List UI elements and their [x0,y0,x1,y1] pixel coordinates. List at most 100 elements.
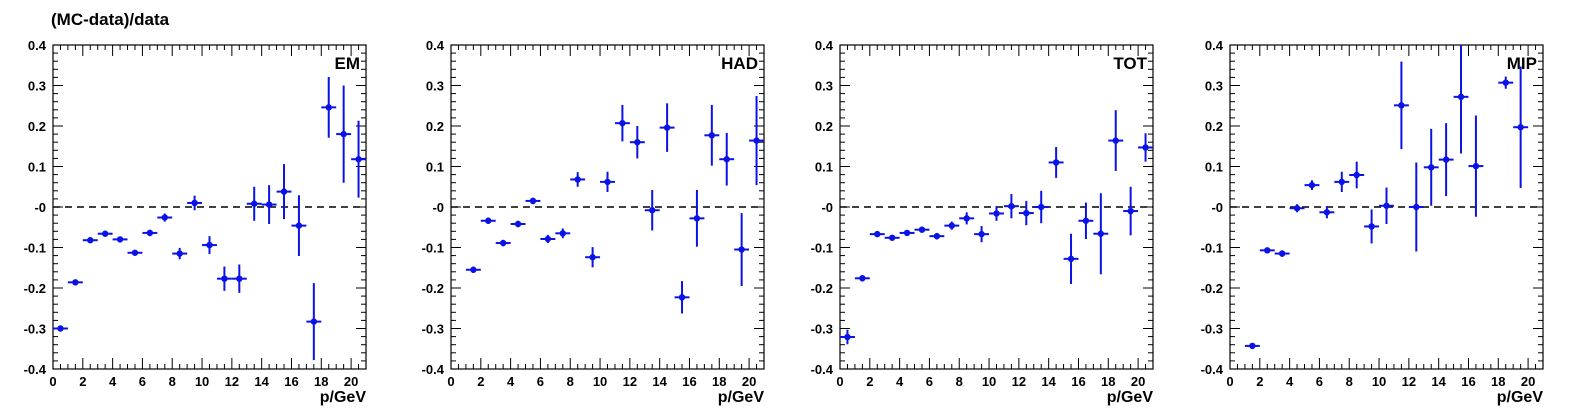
y-tick-label: 0.2 [28,119,46,134]
data-point [570,172,586,187]
data-point [1423,128,1439,206]
x-tick-label: 10 [982,374,996,389]
marker [1323,209,1331,216]
y-tick-label: -0.2 [1201,281,1223,296]
x-tick-label: 4 [507,374,515,389]
data-point [1453,45,1469,154]
y-tick-label: 0.1 [815,160,833,175]
marker [663,124,671,131]
marker [1052,159,1060,166]
marker [131,249,139,256]
marker [191,199,198,207]
marker [116,236,124,243]
x-tick-label: 10 [593,374,607,389]
marker [1338,178,1345,186]
x-tick-label: 10 [1372,374,1386,389]
data-point [1018,200,1034,226]
x-tick-label: 2 [477,374,484,389]
marker [1249,342,1256,350]
marker [72,279,79,286]
data-point [1438,123,1454,197]
y-tick-label: -0.1 [1201,241,1223,256]
data-points [840,110,1153,345]
data-point [989,206,1004,221]
marker [978,230,985,238]
data-point [629,126,645,159]
data-point [914,226,930,233]
x-tick-label: 2 [866,374,873,389]
x-tick-label: 20 [1521,374,1535,389]
data-point [321,76,337,138]
data-point [659,103,675,152]
data-point [704,104,720,166]
y-tick-label: -0.4 [811,362,834,377]
x-tick-label: 12 [225,374,239,389]
data-point [614,104,630,142]
y-tick-label: 0.4 [426,38,445,53]
data-point [1408,162,1424,252]
data-point [510,220,526,228]
x-tick-label: 0 [447,374,454,389]
x-tick-label: 6 [1316,374,1323,389]
data-point [840,329,855,345]
x-tick-label: 20 [742,374,756,389]
data-point [336,85,352,183]
marker [176,250,183,257]
y-tick-label: -0.4 [24,362,47,377]
data-point [276,164,292,220]
x-tick-label: 6 [926,374,933,389]
marker [1112,137,1119,144]
y-tick-label: 0.3 [1205,79,1223,94]
data-point [749,96,764,186]
marker [161,214,168,221]
marker [1038,203,1045,211]
marker [1023,209,1030,217]
x-tick-label: 18 [712,374,726,389]
data-point [82,237,98,244]
data-point [944,221,960,230]
x-tick-label: 0 [1226,374,1233,389]
data-point [1319,206,1335,219]
data-point [291,195,307,257]
data-point [1304,180,1320,190]
data-point [540,234,556,244]
marker [948,222,955,229]
data-point [959,212,975,225]
data-point [1244,342,1260,350]
x-tick-label: 18 [1491,374,1505,389]
marker [678,294,686,301]
x-tick-label: 4 [109,374,117,389]
x-tick-label: 16 [1461,374,1475,389]
data-points [465,96,764,314]
data-point [1364,209,1380,244]
y-tick-label: 0.4 [28,38,47,53]
marker [738,246,745,253]
data-point [974,226,990,243]
marker [499,239,507,247]
data-point [585,247,601,268]
x-tick-label: 16 [1071,374,1085,389]
marker [1428,164,1435,171]
x-tick-label: 4 [896,374,904,389]
data-point [674,281,690,314]
x-tick-label: 4 [1286,374,1294,389]
marker [649,207,656,214]
marker [1353,171,1360,179]
x-tick-label: 0 [49,374,56,389]
marker [146,229,154,237]
data-points [1244,45,1529,350]
y-tick-label: 0.1 [28,160,46,175]
data-point [306,283,322,361]
marker [693,215,701,222]
data-point [1138,133,1153,162]
x-tick-label: 6 [537,374,544,389]
y-tick-label: -0.3 [1201,322,1223,337]
marker [993,210,1000,217]
x-axis-label: p/GeV [718,389,765,406]
marker [514,220,522,228]
y-tick-label: -0.3 [24,322,46,337]
data-point [1498,76,1514,89]
data-point [67,279,83,286]
marker [619,119,626,127]
x-tick-label: 8 [1346,374,1353,389]
